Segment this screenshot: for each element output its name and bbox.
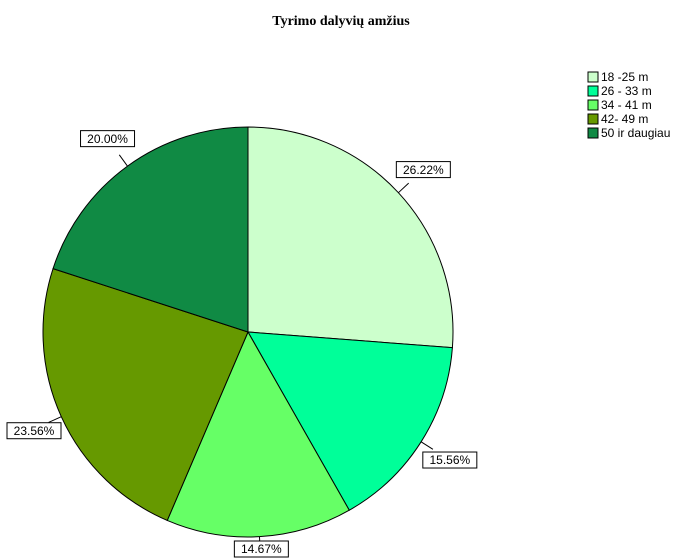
label-box (422, 451, 478, 469)
leader-line (420, 441, 434, 450)
pie-slice (52, 126, 249, 333)
pie-slice (247, 331, 453, 511)
legend-label: 34 - 41 m (601, 98, 652, 112)
legend-swatch (587, 113, 599, 125)
legend-swatch (587, 127, 599, 139)
legend-label: 18 -25 m (601, 70, 648, 84)
label-box (395, 161, 451, 179)
legend-label: 26 - 33 m (601, 84, 652, 98)
legend-swatch (587, 71, 599, 83)
chart-title: Tyrimo dalyvių amžius (272, 14, 410, 29)
legend-swatch (587, 85, 599, 97)
data-label: 14.67% (241, 542, 282, 556)
leader-line (398, 182, 410, 194)
label-box (80, 130, 136, 148)
data-label: 23.56% (14, 424, 55, 438)
leader-line (118, 154, 128, 167)
label-box (233, 540, 289, 558)
label-box (6, 422, 62, 440)
legend-label: 42- 49 m (601, 112, 648, 126)
data-label: 15.56% (429, 453, 470, 467)
pie-slice (247, 126, 454, 349)
leader-line (48, 416, 62, 423)
legend-swatch (587, 99, 599, 111)
legend-label: 50 ir daugiau (601, 126, 670, 140)
data-label: 20.00% (87, 132, 128, 146)
pie-slice (166, 330, 350, 538)
data-label: 26.22% (403, 163, 444, 177)
pie-slice (42, 267, 249, 522)
